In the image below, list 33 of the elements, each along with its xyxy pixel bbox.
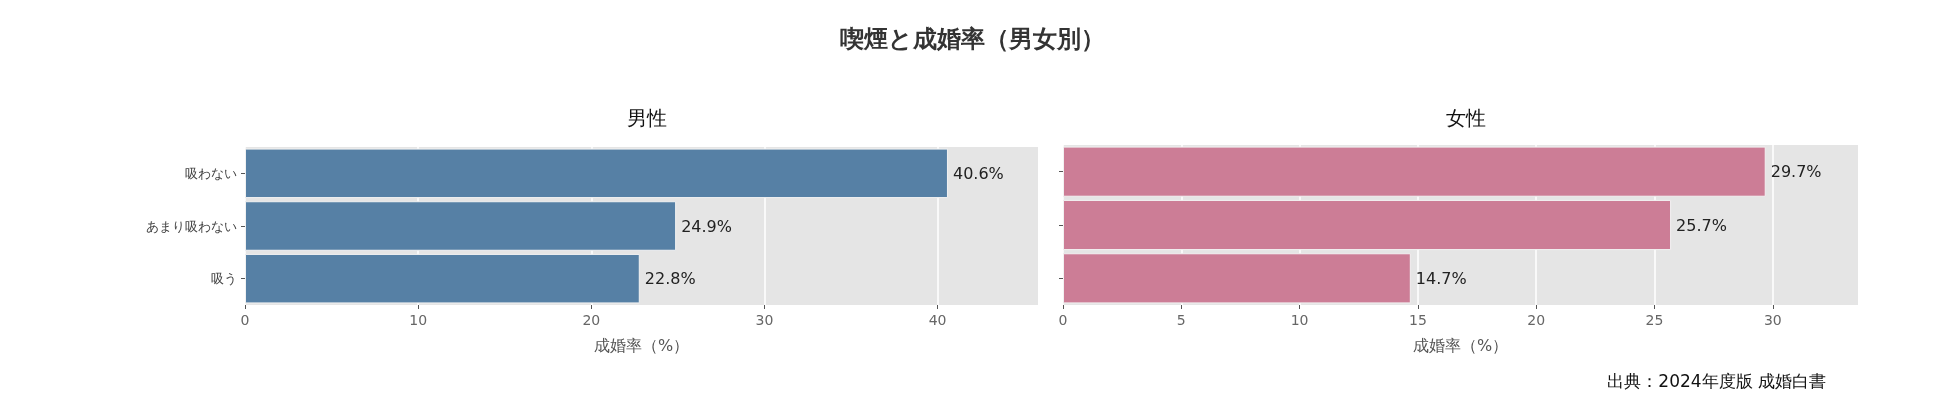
chart-title: 男性 <box>626 106 667 130</box>
bar <box>245 201 677 251</box>
x-tick-label: 15 <box>1409 312 1427 328</box>
y-tick-label: あまり吸わない <box>146 218 237 234</box>
x-tick-label: 10 <box>1290 312 1309 328</box>
x-tick-label: 20 <box>582 312 601 328</box>
x-tick-label: 25 <box>1645 312 1664 328</box>
bar <box>1063 199 1672 251</box>
data-label: 22.8% <box>644 269 696 289</box>
x-tick-label: 0 <box>240 312 250 328</box>
x-tick-label: 0 <box>1058 312 1068 328</box>
bar <box>1063 253 1411 304</box>
data-label: 29.7% <box>1770 162 1822 182</box>
bar <box>245 148 948 199</box>
data-label: 14.7% <box>1415 268 1467 288</box>
x-tick-label: 40 <box>928 312 947 328</box>
bar <box>1063 146 1766 197</box>
data-label: 25.7% <box>1676 215 1727 235</box>
y-tick-label: 吸わない <box>185 165 237 181</box>
x-axis-title: 成婚率（%） <box>593 335 690 355</box>
data-label: 40.6% <box>952 163 1004 183</box>
x-tick-label: 5 <box>1176 312 1186 328</box>
source-note: 出典：2024年度版 成婚白書 <box>1607 370 1826 391</box>
x-axis-title: 成婚率（%） <box>1412 335 1509 355</box>
bar <box>245 253 640 304</box>
x-tick-label: 30 <box>1763 312 1782 328</box>
x-tick-label: 10 <box>409 312 428 328</box>
data-label: 24.9% <box>681 216 732 236</box>
text: 喫煙と成婚率（男女別） <box>839 25 1105 53</box>
y-tick-label: 吸う <box>211 271 237 287</box>
x-tick-label: 30 <box>755 312 774 328</box>
chart-title: 女性 <box>1445 106 1486 130</box>
x-tick-label: 20 <box>1527 312 1546 328</box>
